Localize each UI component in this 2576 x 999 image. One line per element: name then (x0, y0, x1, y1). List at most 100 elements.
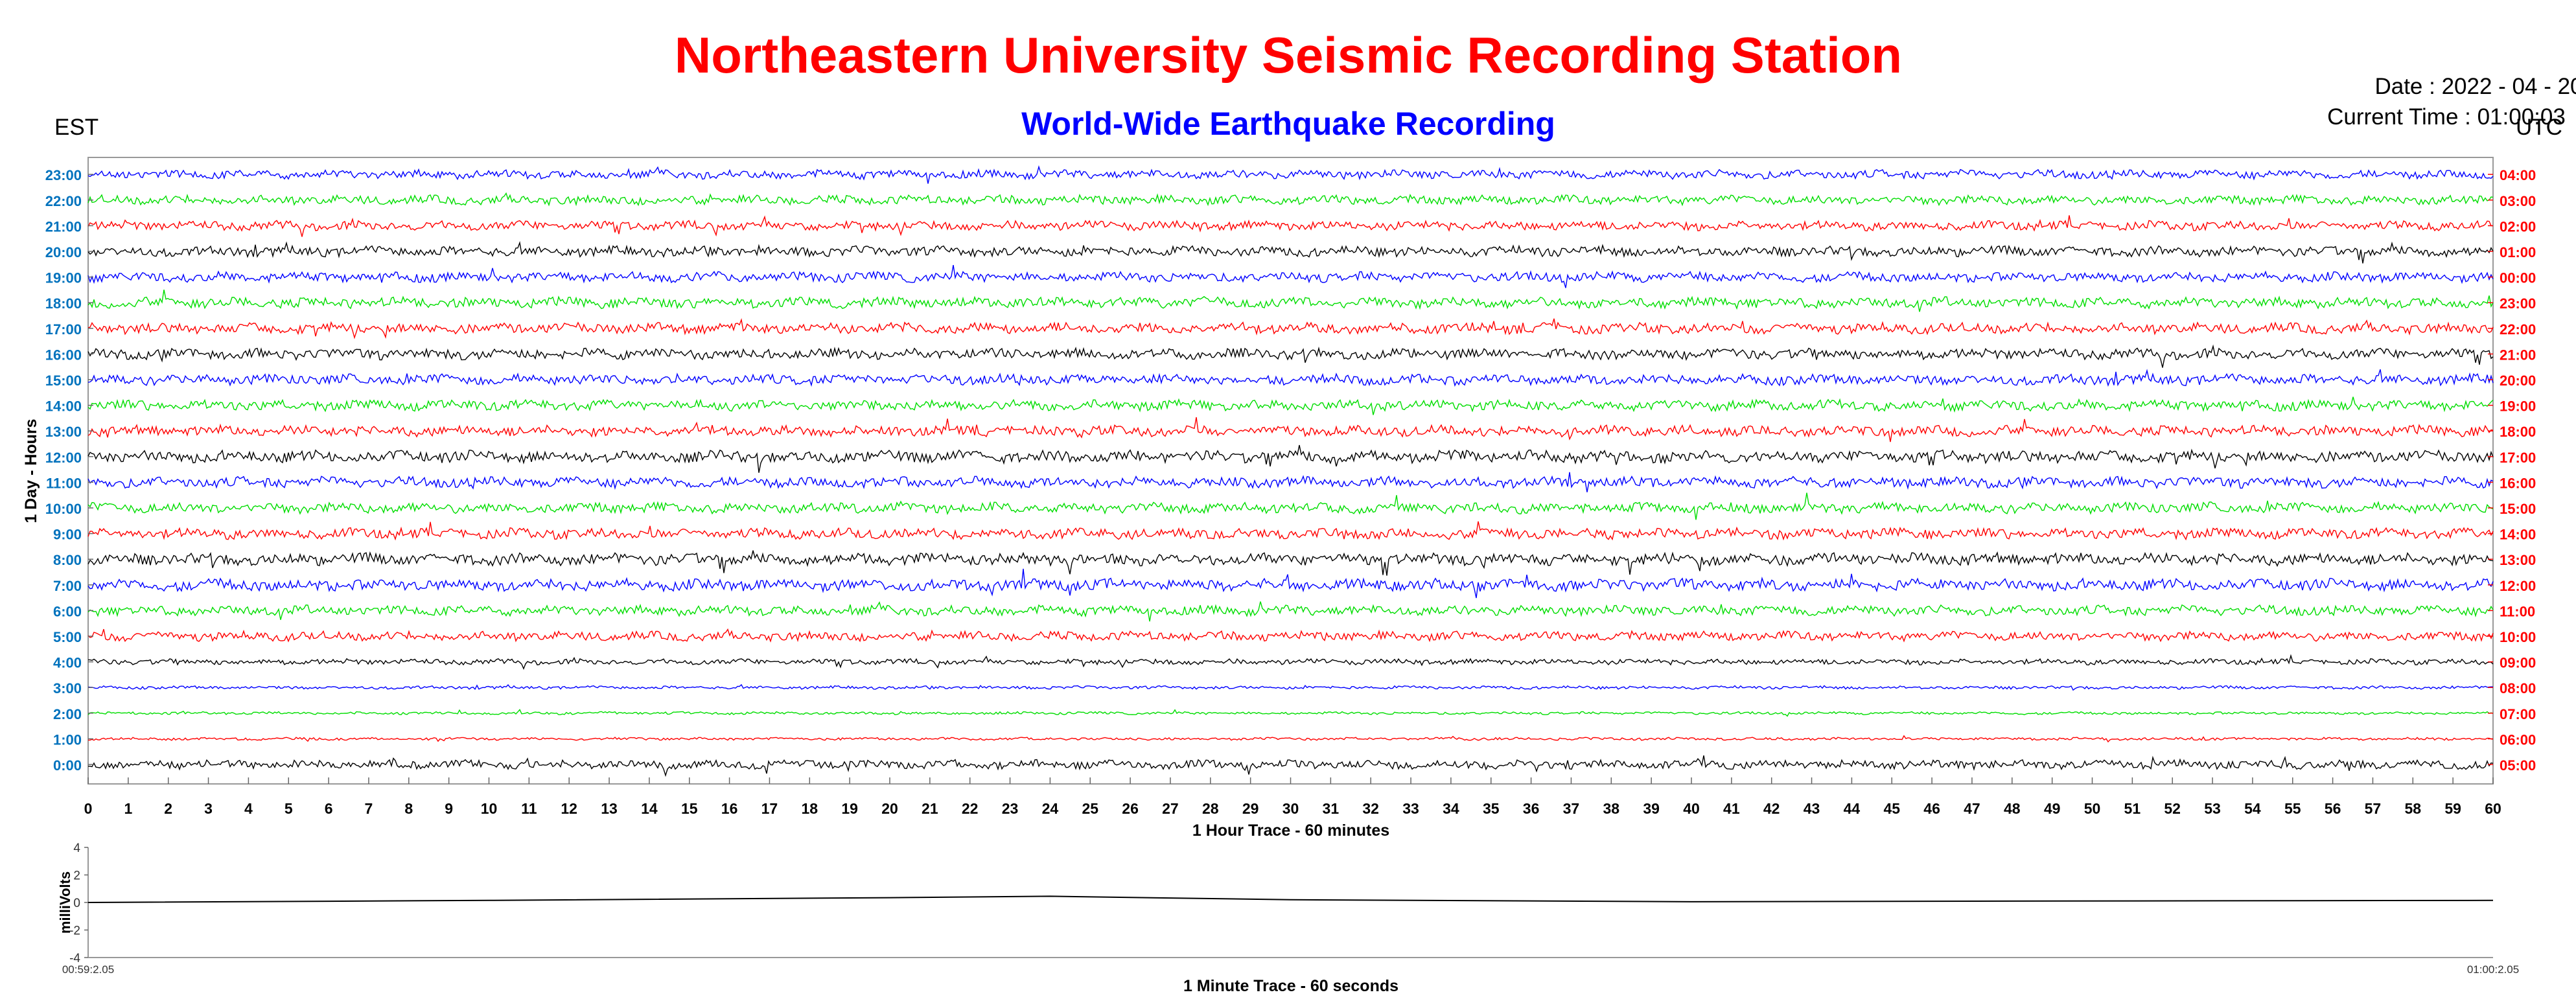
est-tick-label: 13:00 (45, 424, 82, 440)
trace-8:00 (87, 550, 2494, 576)
minute-trace-x-axis-label: 1 Minute Trace - 60 seconds (1183, 977, 1398, 995)
millivolt-ticks: 4 2 0 -2 -4 (69, 842, 88, 965)
minute-tick-label: 56 (2325, 800, 2341, 817)
trace-11:00 (87, 472, 2494, 492)
minute-tick-label: 53 (2204, 800, 2221, 817)
est-tick-label: 14:00 (45, 398, 82, 415)
minute-tick-label: 29 (1242, 800, 1259, 817)
minute-tick-label: 36 (1523, 800, 1540, 817)
utc-tick-label: 11:00 (2500, 603, 2535, 619)
utc-zone-label: UTC (2516, 115, 2562, 140)
est-tick-label: 4:00 (53, 655, 82, 671)
minute-tick-label: 31 (1323, 800, 1340, 817)
est-tick-label: 18:00 (45, 295, 82, 312)
utc-tick-label: 00:00 (2500, 270, 2536, 286)
utc-tick-label: 01:00 (2500, 244, 2536, 260)
helicorder-plot: 0:00 1:00 2:00 3:00 4:00 5:00 6:00 7:00 8:00 9:00… (22, 157, 2536, 840)
minute-tick-label: 40 (1683, 800, 1700, 817)
minute-tick-label: 21 (922, 800, 938, 817)
trace-6:00 (87, 601, 2494, 622)
minute-tick-label: 54 (2244, 800, 2261, 817)
trace-20:00 (87, 241, 2494, 264)
minute-tick-label: 39 (1643, 800, 1660, 817)
minute-tick-label: 59 (2444, 800, 2461, 817)
minute-tick-label: 12 (561, 800, 577, 817)
est-tick-label: 22:00 (45, 193, 82, 209)
est-hour-ticks: 0:00 1:00 2:00 3:00 4:00 5:00 6:00 7:00 8:00 9:00… (45, 167, 93, 774)
minute-tick-label: 0 (84, 800, 93, 817)
utc-tick-label: 10:00 (2500, 629, 2536, 645)
trace-3:00 (87, 683, 2494, 691)
minute-tick-label: 34 (1443, 800, 1459, 817)
helicorder-x-axis-label: 1 Hour Trace - 60 minutes (1192, 821, 1389, 840)
minute-tick-label: 55 (2284, 800, 2301, 817)
utc-hour-ticks: 05:00 06:00 07:00 08:00 09:00 10:00 11:00 12:00… (2488, 167, 2536, 774)
utc-tick-label: 04:00 (2500, 167, 2536, 183)
utc-tick-label: 18:00 (2500, 424, 2536, 440)
minute-tick-label: 52 (2164, 800, 2181, 817)
minute-tick-label: 13 (601, 800, 618, 817)
minute-tick-label: 17 (761, 800, 778, 817)
est-tick-label: 9:00 (53, 527, 82, 543)
est-zone-label: EST (54, 115, 99, 140)
utc-tick-label: 06:00 (2500, 731, 2536, 748)
minute-tick-label: 11 (521, 800, 537, 817)
minute-tick-label: 43 (1804, 800, 1820, 817)
millivolt-tick-label: -4 (69, 952, 80, 965)
minute-tick-label: 16 (721, 800, 738, 817)
minute-tick-label: 10 (481, 800, 498, 817)
minute-tick-label: 38 (1603, 800, 1620, 817)
utc-tick-label: 05:00 (2500, 757, 2536, 774)
trace-21:00 (87, 215, 2494, 237)
est-tick-label: 12:00 (45, 450, 82, 466)
trace-4:00 (87, 654, 2494, 671)
millivolt-tick-label: -2 (69, 924, 80, 938)
minute-tick-label: 30 (1282, 800, 1299, 817)
trace-2:00 (87, 709, 2494, 717)
utc-tick-label: 14:00 (2500, 527, 2536, 543)
minute-tick-label: 25 (1082, 800, 1098, 817)
est-tick-label: 3:00 (53, 680, 82, 696)
est-tick-label: 15:00 (45, 373, 82, 389)
minute-tick-label: 32 (1362, 800, 1379, 817)
minute-tick-label: 45 (1883, 800, 1900, 817)
utc-tick-label: 15:00 (2500, 501, 2536, 517)
utc-tick-label: 12:00 (2500, 578, 2536, 594)
est-tick-label: 7:00 (53, 578, 82, 594)
minute-tick-label: 27 (1162, 800, 1179, 817)
minute-tick-label: 44 (1844, 800, 1861, 817)
est-tick-label: 1:00 (53, 731, 82, 748)
utc-tick-label: 22:00 (2500, 321, 2536, 338)
minute-tick-label: 14 (641, 800, 658, 817)
minute-tick-label: 19 (841, 800, 858, 817)
est-tick-label: 6:00 (53, 603, 82, 619)
trace-22:00 (87, 192, 2494, 207)
trace-16:00 (87, 344, 2494, 368)
est-tick-label: 8:00 (53, 552, 82, 568)
trace-14:00 (87, 396, 2494, 415)
utc-tick-label: 08:00 (2500, 680, 2536, 696)
minute-tick-label: 24 (1042, 800, 1059, 817)
minute-tick-label: 46 (1923, 800, 1940, 817)
millivolt-tick-label: 0 (73, 897, 80, 910)
utc-tick-label: 07:00 (2500, 706, 2536, 722)
minute-trace-end-label: 01:00:2.05 (2467, 963, 2519, 976)
est-tick-label: 0:00 (53, 757, 82, 774)
minute-tick-label: 60 (2485, 800, 2501, 817)
est-tick-label: 23:00 (45, 167, 82, 183)
helicorder-y-axis-label: 1 Day - Hours (22, 419, 40, 523)
trace-12:00 (87, 444, 2494, 473)
minute-tick-label: 28 (1202, 800, 1219, 817)
figure-subtitle: World-Wide Earthquake Recording (1021, 106, 1555, 142)
minute-tick-label: 58 (2405, 800, 2422, 817)
date-label: Date : 2022 - 04 - 20 (2374, 74, 2576, 99)
est-tick-label: 17:00 (45, 321, 82, 338)
est-tick-label: 16:00 (45, 347, 82, 363)
minute-tick-label: 5 (284, 800, 293, 817)
minute-trace-y-axis-label: milliVolts (57, 871, 73, 934)
trace-0:00 (88, 755, 2494, 777)
trace-13:00 (87, 417, 2494, 442)
minute-trace-start-label: 00:59:2.05 (62, 963, 114, 976)
est-tick-label: 20:00 (45, 244, 82, 260)
trace-23:00 (87, 165, 2494, 184)
